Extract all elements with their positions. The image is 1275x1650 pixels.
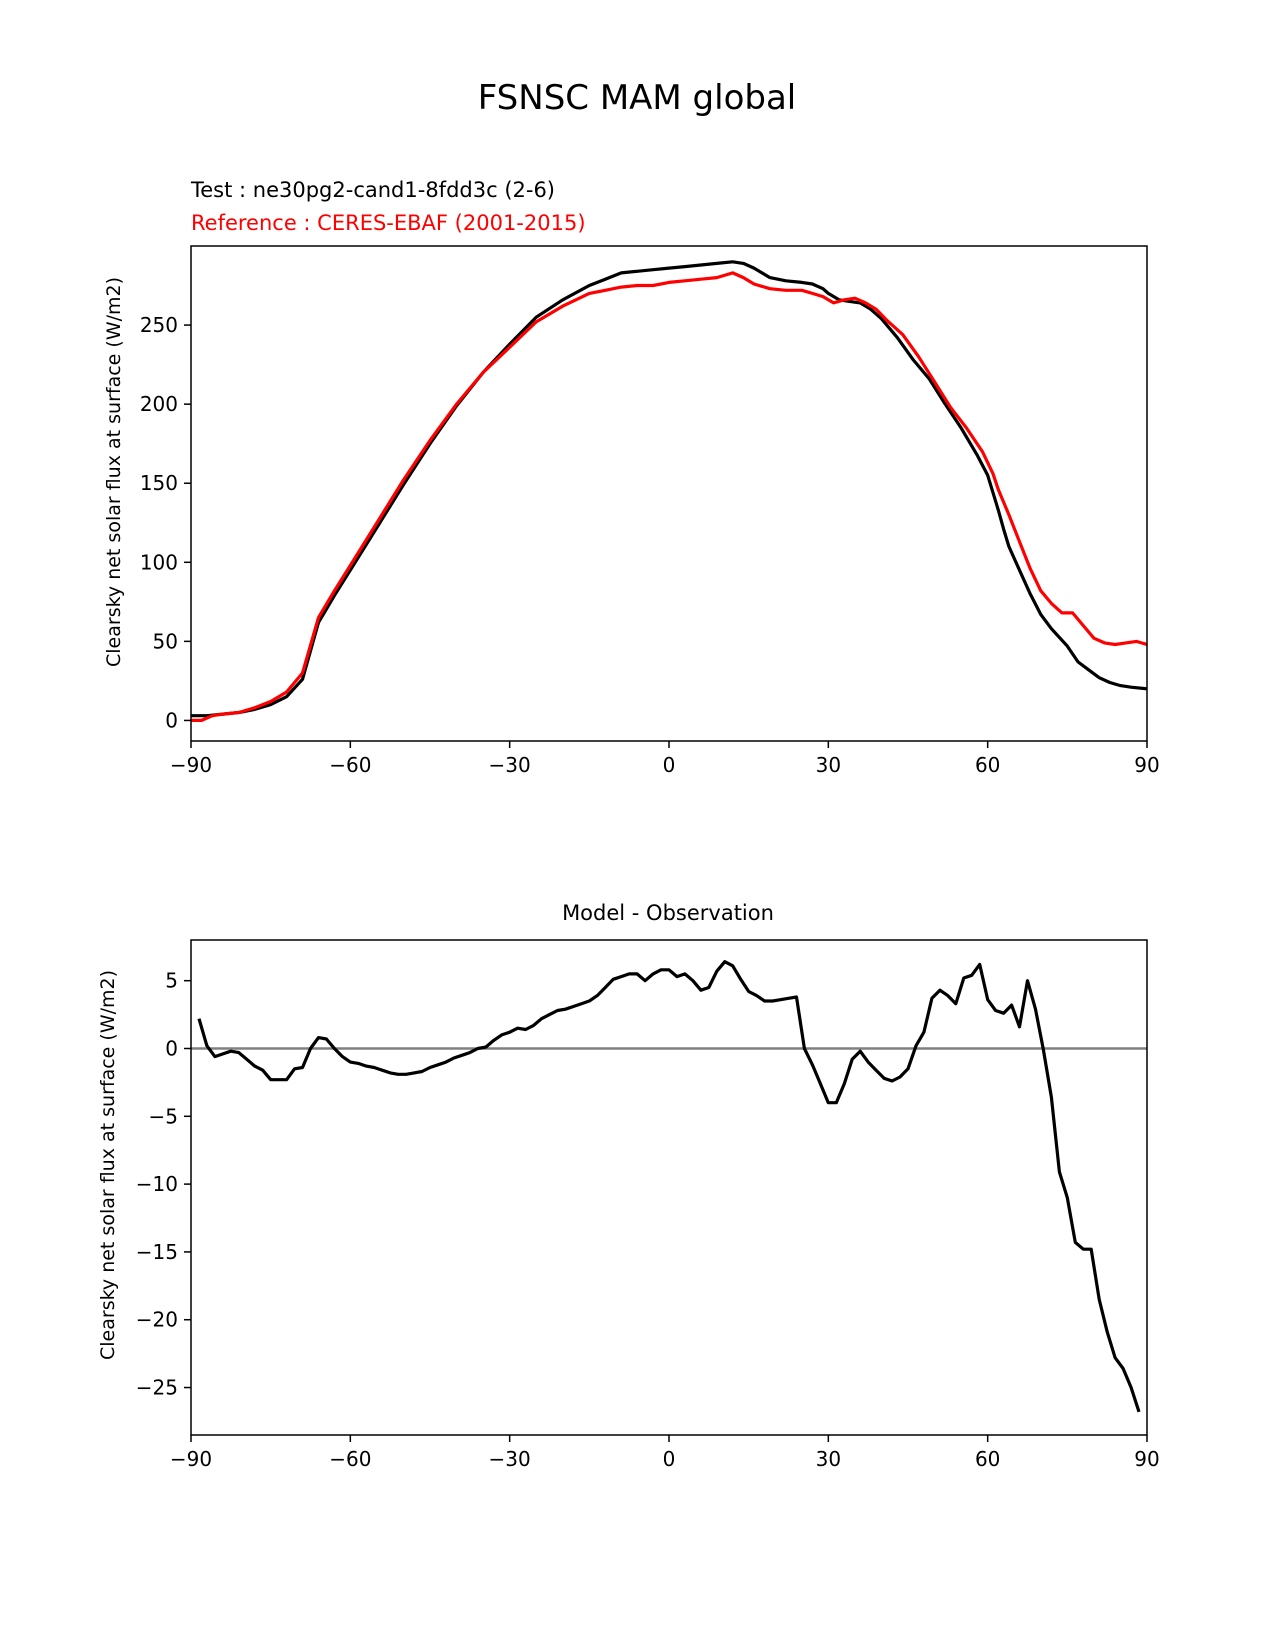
bottom-panel-plot: −90 −60 −30 0 30 60 90 −25 −20 −15 −10 −5 0 5 bbox=[136, 939, 1160, 1471]
legend-reference-text: Reference : CERES-EBAF (2001-2015) bbox=[191, 211, 586, 235]
x-tick-label: −60 bbox=[329, 1447, 371, 1471]
y-tick-label: 5 bbox=[165, 969, 178, 993]
y-tick-label: 250 bbox=[140, 313, 178, 337]
top-panel: Test : ne30pg2-cand1-8fdd3c (2-6) Refere… bbox=[103, 178, 1160, 777]
y-tick-label: 100 bbox=[140, 550, 178, 574]
y-tick-label: 150 bbox=[140, 471, 178, 495]
y-tick-label: −15 bbox=[136, 1240, 178, 1264]
x-tick-label: 90 bbox=[1134, 753, 1159, 777]
x-tick-label: −90 bbox=[170, 1447, 212, 1471]
legend-test-text: Test : ne30pg2-cand1-8fdd3c (2-6) bbox=[190, 178, 555, 202]
x-tick-label: 30 bbox=[816, 753, 841, 777]
x-tick-label: 90 bbox=[1134, 1447, 1159, 1471]
x-tick-label: 60 bbox=[975, 1447, 1000, 1471]
series-line-1 bbox=[191, 271, 1148, 723]
y-tick-label: −20 bbox=[136, 1308, 178, 1332]
top-panel-ylabel: Clearsky net solar flux at surface (W/m2… bbox=[103, 277, 125, 667]
y-tick-label: 0 bbox=[165, 1036, 178, 1060]
y-tick-label: −25 bbox=[136, 1376, 178, 1400]
x-tick-label: 30 bbox=[816, 1447, 841, 1471]
y-tick-label: −5 bbox=[149, 1104, 178, 1128]
plot-frame bbox=[190, 245, 1148, 742]
y-tick-label: 200 bbox=[140, 392, 178, 416]
bottom-panel-ylabel: Clearsky net solar flux at surface (W/m2… bbox=[97, 970, 119, 1360]
x-tick-label: −30 bbox=[489, 753, 531, 777]
x-tick-label: −30 bbox=[489, 1447, 531, 1471]
x-tick-label: 0 bbox=[663, 753, 676, 777]
x-tick-label: −60 bbox=[329, 753, 371, 777]
top-panel-plot: −90 −60 −30 0 30 60 90 0 50 100 150 200 250 bbox=[140, 245, 1160, 777]
y-tick-label: 50 bbox=[153, 629, 178, 653]
x-tick-label: −90 bbox=[170, 753, 212, 777]
bottom-panel: Model - Observation Clearsky net solar f… bbox=[97, 901, 1160, 1471]
series-line-0 bbox=[197, 960, 1141, 1413]
bottom-panel-title: Model - Observation bbox=[562, 901, 774, 925]
figure-title: FSNSC MAM global bbox=[478, 78, 797, 118]
x-tick-label: 60 bbox=[975, 753, 1000, 777]
y-tick-label: 0 bbox=[165, 708, 178, 732]
series-line-0 bbox=[191, 260, 1148, 718]
y-tick-label: −10 bbox=[136, 1172, 178, 1196]
x-tick-label: 0 bbox=[663, 1447, 676, 1471]
